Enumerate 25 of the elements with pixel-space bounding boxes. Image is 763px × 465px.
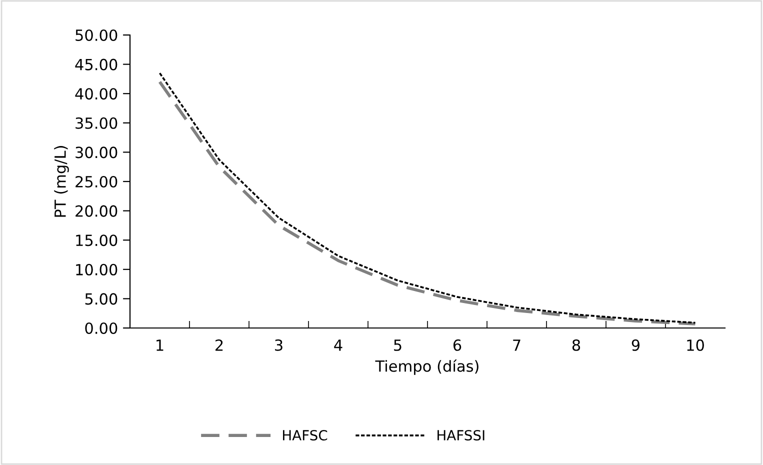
y-tick-label: 35.00 [76,117,118,129]
y-tick-label: 0.00 [85,322,118,334]
x-tick-label: 1 [156,340,164,351]
x-tick-label: 7 [513,340,520,351]
y-tick-label: 45.00 [75,58,118,70]
y-tick-label: 5.00 [85,293,118,305]
y-tick-label: 20.00 [76,205,118,217]
y-tick-label: 40.00 [75,88,118,100]
x-axis-title: Tiempo (días) [375,359,478,375]
x-tick-label: 5 [394,340,402,351]
y-tick-label: 25.00 [76,176,118,188]
legend-label: HAFSC [283,430,328,441]
x-tick-label: 3 [275,339,282,351]
x-tick-label: 10 [687,339,704,351]
y-tick-label: 10.00 [76,264,118,276]
y-tick-label: 50.00 [76,29,118,42]
x-tick-label: 6 [453,339,462,351]
y-axis-title: PT (mg/L) [54,146,69,217]
x-tick-label: 4 [334,340,342,351]
y-tick-label: 30.00 [76,146,118,158]
x-tick-label: 9 [632,339,640,351]
y-tick-label: 15.00 [76,234,118,246]
x-tick-label: 8 [572,339,580,351]
legend-label: HAFSSI [438,430,484,441]
x-tick-label: 2 [216,339,223,351]
